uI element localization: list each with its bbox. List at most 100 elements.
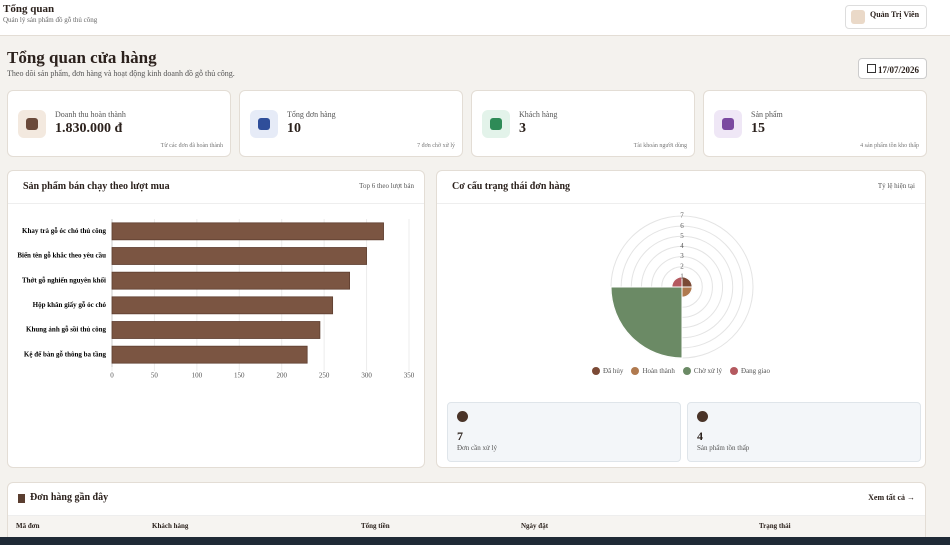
divider xyxy=(8,203,424,204)
panel-title: Sản phẩm bán chạy theo lượt mua xyxy=(23,181,170,192)
y-tick-label: Hộp khăn giấy gỗ óc chó xyxy=(33,301,107,309)
stat-card: Sản phẩm 15 4 sản phẩm tồn kho thấp xyxy=(703,90,927,157)
r-tick-label: 6 xyxy=(680,222,684,230)
panel-title: Cơ cấu trạng thái đơn hàng xyxy=(452,181,571,192)
calendar-icon xyxy=(867,64,876,73)
header-title: Tổng quan xyxy=(3,3,55,15)
bar xyxy=(111,296,334,315)
orders-panel: Đơn hàng gần đây Xem tất cả → Mã đơn Khác… xyxy=(7,482,926,545)
legend: Đã hủy Hoàn thành Chờ xử lý Đang giao xyxy=(437,367,925,375)
r-tick-label: 4 xyxy=(680,242,684,250)
header-subtitle: Quản lý sản phẩm đồ gỗ thủ công xyxy=(3,16,98,24)
icon-glyph xyxy=(258,118,270,130)
legend-swatch xyxy=(730,367,739,375)
stat-icon xyxy=(18,110,46,138)
mini-card: 7 Đơn cần xử lý xyxy=(447,402,681,462)
column-header: Ngày đặt xyxy=(521,522,549,530)
x-tick-label: 250 xyxy=(319,372,330,380)
legend-swatch xyxy=(682,367,691,375)
date-button[interactable]: 17/07/2026 xyxy=(858,58,927,79)
stat-value: 15 xyxy=(751,121,765,136)
stat-note: 4 sản phẩm tồn kho thấp xyxy=(860,143,919,149)
legend-item: Hoàn thành xyxy=(631,367,675,375)
view-all-link[interactable]: Xem tất cả → xyxy=(868,493,915,502)
table-header: Mã đơn Khách hàng Tổng tiền Ngày đặt Trạng t… xyxy=(8,515,925,538)
polar-chart: 1 2 3 4 5 6 7 xyxy=(610,212,754,359)
polar-segment xyxy=(681,286,693,298)
bar-chart: 0 50 100 150 200 250 300 350 Khay trà gỗ óc chó … xyxy=(17,219,415,380)
orders-title: Đơn hàng gần đây xyxy=(30,492,109,503)
panel-subtitle: Top 6 theo lượt bán xyxy=(359,182,414,190)
user-avatar xyxy=(851,10,865,24)
y-tick-label: Kệ để bàn gỗ thông ba tầng xyxy=(24,350,107,358)
stat-value: 3 xyxy=(519,121,526,136)
user-name: Quản Trị Viên xyxy=(870,10,920,19)
x-tick-label: 200 xyxy=(276,372,287,380)
column-header: Trạng thái xyxy=(759,522,791,530)
stat-label: Tổng đơn hàng xyxy=(287,110,336,119)
x-tick-label: 0 xyxy=(110,372,114,380)
stat-note: Từ các đơn đã hoàn thành xyxy=(160,143,223,149)
polar-panel: Cơ cấu trạng thái đơn hàng Tỷ lệ hiện tạ… xyxy=(436,170,926,468)
panel-subtitle: Tỷ lệ hiện tại xyxy=(877,182,915,190)
x-tick-label: 50 xyxy=(151,372,159,380)
stat-label: Doanh thu hoàn thành xyxy=(55,110,126,119)
x-tick-label: 350 xyxy=(404,372,415,380)
legend-label: Đã hủy xyxy=(603,367,624,375)
bar xyxy=(111,271,351,290)
stat-icon xyxy=(714,110,742,138)
mini-icon xyxy=(457,411,468,422)
legend-item: Đang giao xyxy=(730,367,770,375)
link-text: Xem tất cả xyxy=(868,493,905,502)
page-title: Tổng quan cửa hàng xyxy=(7,48,157,67)
icon-glyph xyxy=(26,118,38,130)
stat-icon xyxy=(250,110,278,138)
stat-card: Doanh thu hoàn thành 1.830.000 đ Từ các đơ… xyxy=(7,90,231,157)
stat-label: Khách hàng xyxy=(519,110,558,119)
icon-glyph xyxy=(490,118,502,130)
x-tick-label: 300 xyxy=(361,372,372,380)
y-tick-label: Thớt gỗ nghiến nguyên khối xyxy=(22,276,106,284)
r-tick-label: 1 xyxy=(680,272,684,280)
mini-icon xyxy=(697,411,708,422)
stat-value: 1.830.000 đ xyxy=(55,121,123,136)
r-tick-label: 7 xyxy=(680,212,684,220)
polar-segment xyxy=(610,286,683,359)
y-tick-label: Biển tên gỗ khắc theo yêu cầu xyxy=(17,252,106,260)
y-tick-label: Khay trà gỗ óc chó thủ công xyxy=(22,227,107,235)
stat-icon xyxy=(482,110,510,138)
legend-label: Hoàn thành xyxy=(642,367,675,375)
legend-item: Đã hủy xyxy=(592,367,623,375)
column-header: Khách hàng xyxy=(152,522,189,530)
bar xyxy=(111,345,308,364)
legend-label: Chờ xử lý xyxy=(693,367,723,375)
stat-note: 7 đơn chờ xử lý xyxy=(417,143,455,149)
column-header: Tổng tiền xyxy=(361,522,390,530)
legend-swatch xyxy=(592,367,601,375)
icon-glyph xyxy=(722,118,734,130)
r-tick-label: 5 xyxy=(680,232,684,240)
stat-label: Sản phẩm xyxy=(751,110,783,119)
legend-label: Đang giao xyxy=(741,367,770,375)
y-tick-label: Khung ảnh gỗ sồi thủ công xyxy=(26,326,106,334)
divider xyxy=(437,203,925,204)
mini-card: 4 Sản phẩm tồn thấp xyxy=(687,402,921,462)
mini-value: 4 xyxy=(697,429,703,443)
user-menu[interactable]: Quản Trị Viên xyxy=(845,5,927,29)
stat-card: Tổng đơn hàng 10 7 đơn chờ xử lý xyxy=(239,90,463,157)
orders-icon xyxy=(18,494,25,503)
stat-value: 10 xyxy=(287,121,301,136)
r-tick-label: 2 xyxy=(680,262,684,270)
bar xyxy=(111,222,384,241)
stat-note: Tài khoản người dùng xyxy=(633,143,687,149)
legend-swatch xyxy=(631,367,640,375)
column-header: Mã đơn xyxy=(16,522,40,530)
page-subtitle: Theo dõi sản phẩm, đơn hàng và hoạt động… xyxy=(7,69,235,78)
x-tick-label: 150 xyxy=(234,372,245,380)
x-tick-label: 100 xyxy=(192,372,203,380)
taskbar xyxy=(0,537,950,545)
stat-card: Khách hàng 3 Tài khoản người dùng xyxy=(471,90,695,157)
date: 17/07/2026 xyxy=(878,65,920,75)
bar-panel: Sản phẩm bán chạy theo lượt mua Top 6 th… xyxy=(7,170,425,468)
